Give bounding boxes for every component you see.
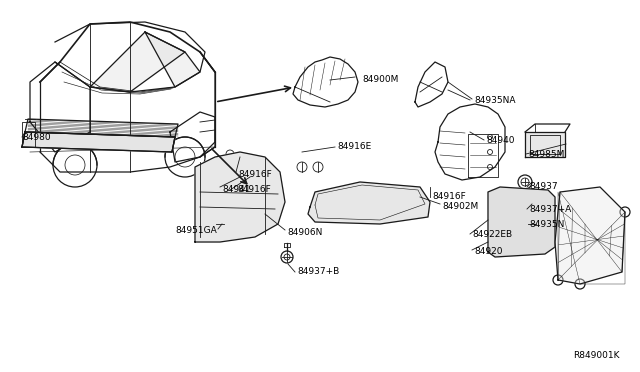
- Polygon shape: [308, 182, 430, 224]
- Text: 84935N: 84935N: [529, 219, 564, 228]
- Polygon shape: [22, 132, 175, 152]
- Text: 84916E: 84916E: [337, 141, 371, 151]
- Text: 84940: 84940: [486, 135, 515, 144]
- Circle shape: [215, 219, 225, 229]
- Text: 84980: 84980: [22, 132, 51, 141]
- Text: 84916F: 84916F: [237, 185, 271, 193]
- Text: 84937+A: 84937+A: [529, 205, 572, 214]
- Polygon shape: [90, 32, 185, 92]
- Text: 84985M: 84985M: [528, 150, 564, 158]
- Text: 84902M: 84902M: [442, 202, 478, 211]
- Polygon shape: [488, 187, 555, 257]
- Text: 84951GA: 84951GA: [175, 225, 217, 234]
- Text: 84937+B: 84937+B: [297, 267, 339, 276]
- Text: 84937: 84937: [529, 182, 557, 190]
- Polygon shape: [525, 132, 565, 157]
- Text: 84935NA: 84935NA: [474, 96, 515, 105]
- Bar: [495, 216, 525, 224]
- Polygon shape: [195, 152, 285, 242]
- Text: 84906N: 84906N: [287, 228, 323, 237]
- Bar: [495, 233, 525, 241]
- Bar: [495, 200, 525, 208]
- Text: 84916F: 84916F: [432, 192, 466, 201]
- Text: 84941: 84941: [222, 185, 250, 193]
- Text: 84916F: 84916F: [238, 170, 272, 179]
- Text: R849001K: R849001K: [573, 351, 620, 360]
- Text: 84900M: 84900M: [362, 74, 398, 83]
- Polygon shape: [145, 32, 200, 87]
- Text: 84922EB: 84922EB: [472, 230, 512, 238]
- Text: 84920: 84920: [474, 247, 502, 257]
- Polygon shape: [555, 187, 625, 284]
